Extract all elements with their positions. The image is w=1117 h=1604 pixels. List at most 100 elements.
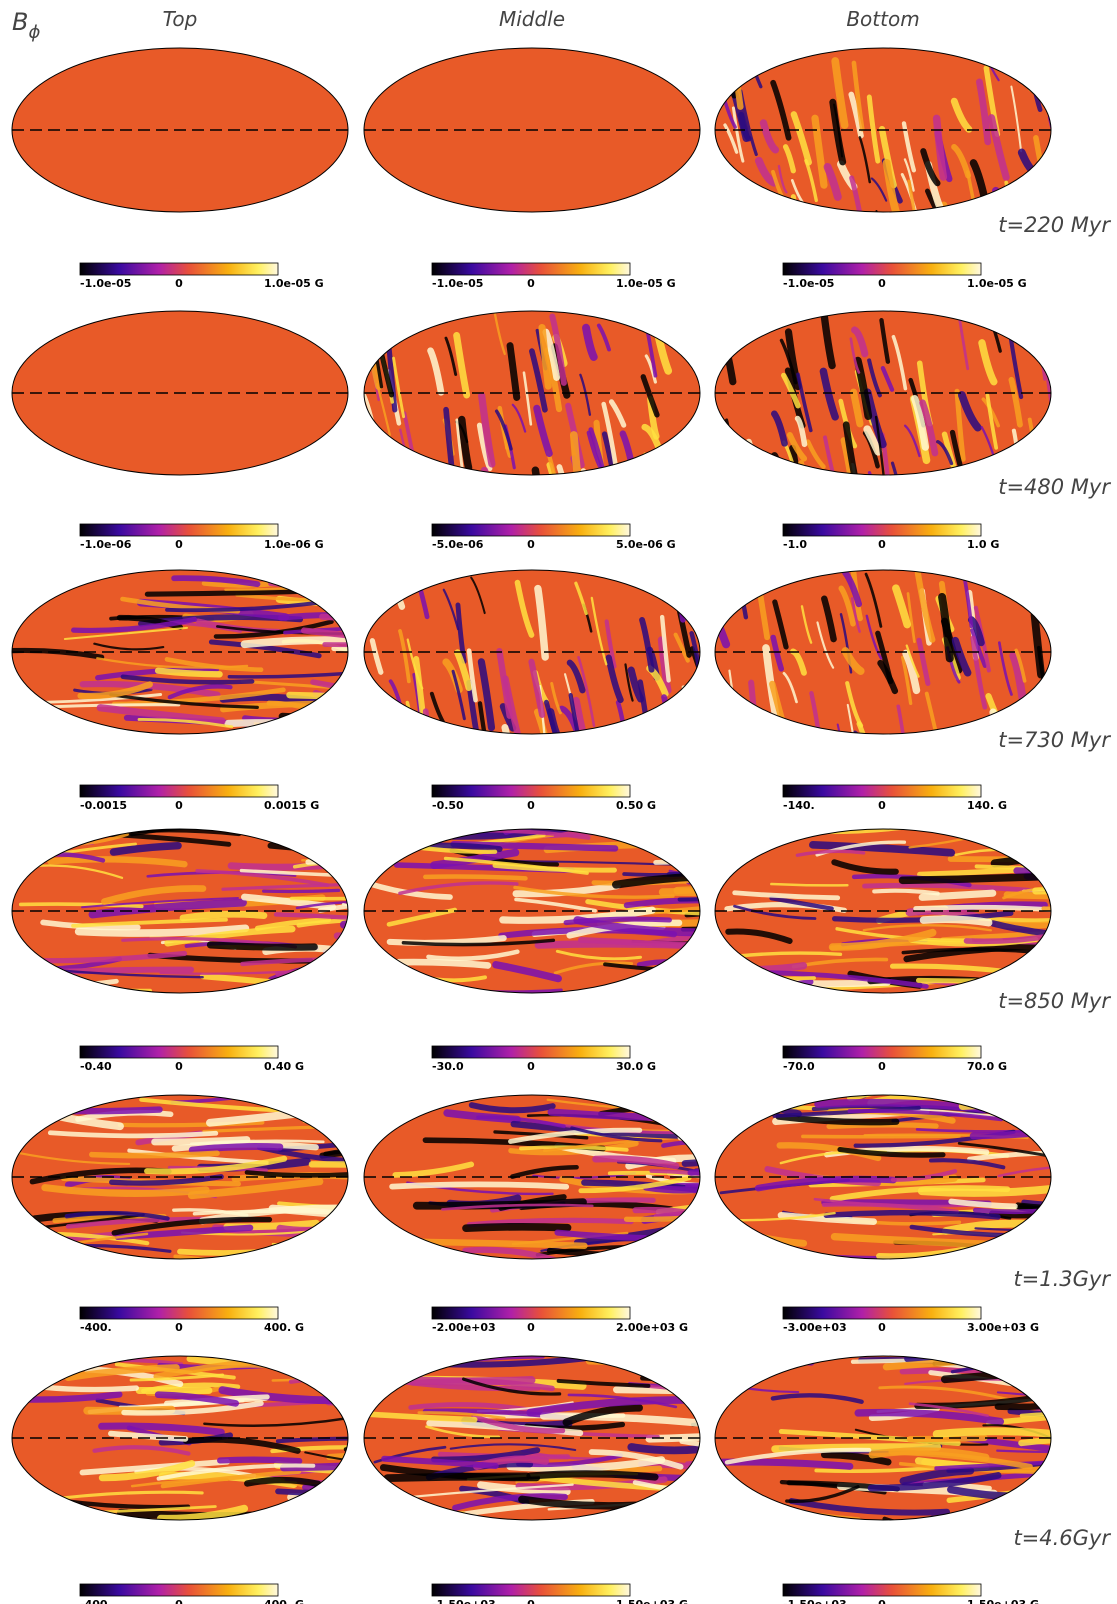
pattern-stroke (951, 144, 972, 179)
pattern-stroke (392, 1161, 475, 1178)
pattern-stroke (842, 570, 863, 608)
pattern-stroke (56, 1231, 150, 1246)
pattern-stroke (81, 896, 239, 909)
pattern-stroke (905, 644, 920, 678)
pattern-stroke (574, 581, 588, 616)
pattern-stroke (920, 148, 941, 187)
pattern-stroke (612, 871, 700, 889)
pattern-stroke (891, 334, 908, 391)
pattern-stroke (275, 1436, 348, 1444)
pattern-stroke (383, 1472, 531, 1483)
pattern-stroke (632, 1241, 700, 1255)
pattern-stroke (772, 599, 789, 650)
pattern-stroke (953, 1356, 1034, 1364)
pattern-stroke (273, 912, 348, 921)
pattern-stroke (917, 1181, 1051, 1197)
pattern-stroke (289, 891, 348, 901)
pattern-stroke (580, 468, 596, 475)
pattern-stroke (673, 632, 690, 663)
pattern-stroke (978, 339, 998, 386)
pattern-stroke (328, 691, 348, 706)
pattern-stroke (934, 1357, 1051, 1369)
pattern-stroke (627, 666, 645, 703)
pattern-stroke (903, 158, 915, 192)
pattern-stroke (851, 326, 869, 358)
pattern-stroke (890, 461, 908, 475)
pattern-stroke (867, 471, 884, 475)
pattern-stroke (402, 1238, 588, 1250)
pattern-stroke (319, 613, 348, 632)
colorbar-mid: 0 (878, 799, 886, 812)
pattern-stroke (308, 1161, 348, 1172)
pattern-stroke (254, 917, 332, 931)
pattern-stroke (695, 313, 700, 356)
pattern-stroke (608, 399, 627, 428)
pattern-stroke (715, 197, 726, 212)
map-outline (714, 569, 1052, 735)
pattern-stroke (788, 1498, 951, 1516)
pattern-stroke (389, 1181, 570, 1190)
pattern-stroke (474, 730, 490, 734)
pattern-stroke (71, 616, 198, 634)
pattern-stroke (810, 829, 964, 835)
column-title: Bottom (846, 7, 919, 31)
pattern-stroke (454, 649, 473, 692)
pattern-stroke (563, 916, 672, 926)
pattern-stroke (322, 632, 348, 648)
pattern-stroke (278, 709, 348, 722)
pattern-stroke (288, 1365, 348, 1384)
pattern-stroke (301, 1114, 348, 1124)
pattern-stroke (277, 1201, 348, 1211)
pattern-stroke (188, 1142, 284, 1154)
pattern-stroke (173, 1254, 318, 1259)
pattern-stroke (936, 440, 954, 466)
pattern-stroke (840, 437, 859, 475)
pattern-stroke (596, 323, 611, 352)
pattern-stroke (130, 829, 244, 837)
colorbar-max: 2.00e+03 G (616, 1321, 688, 1334)
colorbar (782, 523, 982, 537)
colorbar (79, 784, 279, 798)
pattern-stroke (538, 323, 552, 390)
pattern-stroke (679, 1438, 700, 1449)
pattern-stroke (777, 1211, 877, 1226)
pattern-stroke (949, 429, 970, 475)
pattern-stroke (451, 669, 466, 721)
pattern-stroke (74, 924, 250, 937)
pattern-stroke (882, 158, 901, 212)
pattern-stroke (477, 1481, 571, 1496)
pattern-stroke (404, 1255, 558, 1259)
pattern-stroke (919, 915, 993, 927)
pattern-stroke (1008, 376, 1023, 428)
pattern-stroke (531, 466, 547, 475)
pattern-stroke (101, 885, 207, 905)
pattern-stroke (1018, 1437, 1051, 1450)
pattern-stroke (623, 1203, 700, 1222)
map (364, 311, 700, 475)
pattern-stroke (156, 1463, 316, 1481)
column-title: Middle (499, 7, 565, 31)
pattern-stroke (959, 472, 980, 475)
pattern-stroke (79, 1458, 231, 1476)
pattern-stroke (306, 829, 348, 841)
pattern-stroke (874, 415, 886, 475)
map (364, 570, 700, 734)
pattern-stroke (675, 473, 691, 475)
colorbar-max: 1.0e-05 G (264, 277, 324, 290)
pattern-stroke (770, 79, 792, 141)
pattern-stroke (754, 1175, 897, 1192)
pattern-stroke (1023, 866, 1051, 882)
colorbar (431, 1045, 631, 1059)
pattern-stroke (729, 974, 816, 981)
pattern-stroke (898, 872, 1051, 885)
pattern-stroke (323, 1251, 348, 1259)
pattern-stroke (1024, 1491, 1051, 1502)
pattern-stroke (650, 976, 700, 987)
pattern-stroke (590, 596, 608, 666)
pattern-stroke (425, 1425, 501, 1439)
pattern-stroke (330, 829, 348, 844)
pattern-stroke (849, 388, 864, 428)
pattern-stroke (775, 1113, 900, 1126)
pattern-stroke (1032, 886, 1051, 895)
pattern-stroke (723, 123, 739, 154)
